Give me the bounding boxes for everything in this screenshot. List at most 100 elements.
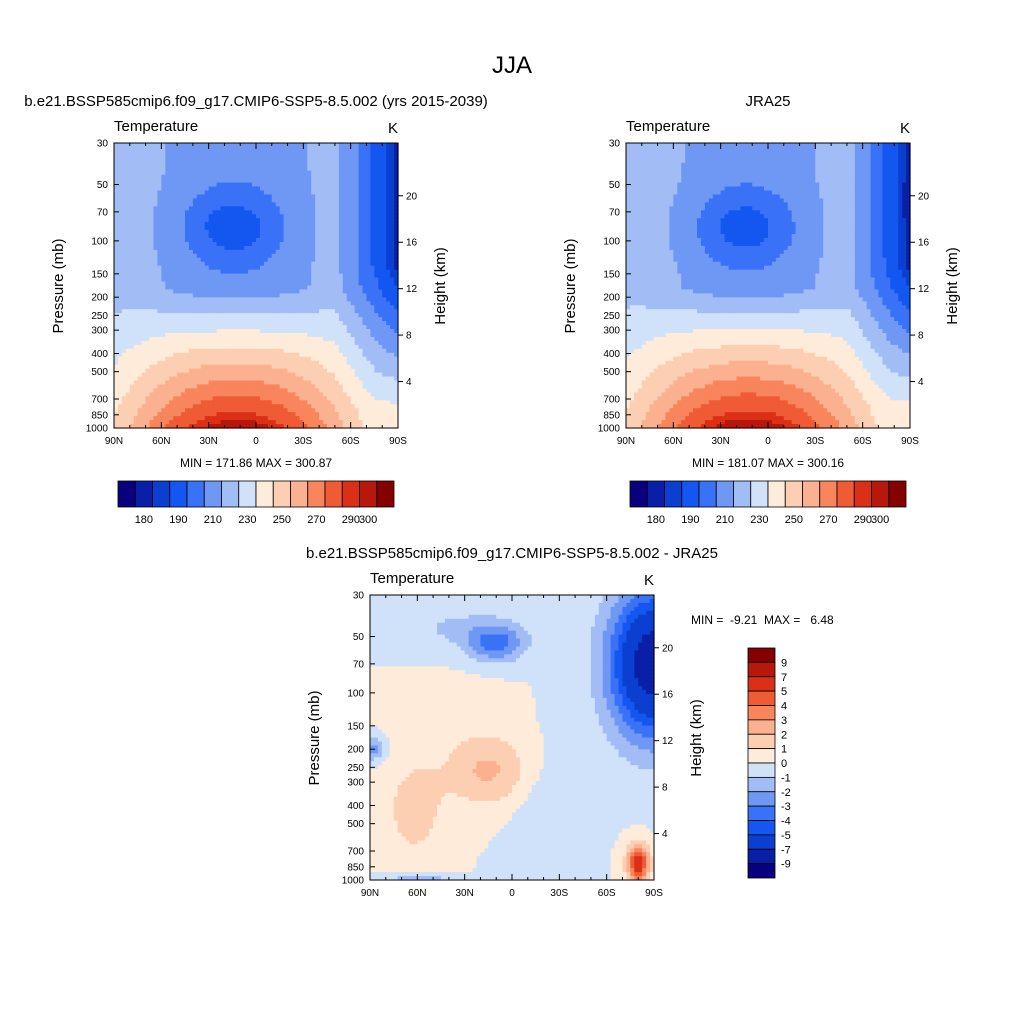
field-cell [208, 329, 214, 334]
field-cell [129, 412, 135, 417]
field-cell [362, 348, 368, 354]
field-cell [263, 269, 269, 275]
field-cell [212, 317, 218, 322]
field-cell [366, 154, 371, 160]
field-cell [216, 234, 222, 239]
field-cell [248, 293, 253, 298]
field-cell [114, 360, 119, 366]
field-cell [232, 190, 237, 196]
field-cell [192, 301, 198, 306]
field-cell [248, 325, 253, 330]
field-cell [185, 344, 190, 350]
field-cell [394, 230, 399, 235]
field-cell [149, 146, 155, 152]
field-cell [342, 392, 348, 397]
field-cell [196, 214, 202, 219]
field-cell [145, 364, 151, 370]
field-cell [244, 249, 249, 255]
field-cell [291, 333, 297, 338]
field-cell [157, 194, 162, 200]
field-cell [287, 356, 293, 362]
field-cell [299, 352, 304, 358]
field-cell [279, 285, 285, 291]
field-cell [287, 194, 293, 200]
field-cell [240, 269, 245, 275]
field-cell [291, 368, 297, 374]
field-cell [192, 269, 198, 275]
field-cell [133, 356, 139, 362]
field-cell [374, 265, 379, 271]
field-cell [279, 249, 285, 255]
field-cell [394, 245, 399, 251]
field-cell [256, 348, 261, 354]
field-cell [330, 289, 336, 295]
field-cell [141, 166, 147, 172]
field-cell [137, 210, 143, 215]
field-cell [342, 333, 348, 338]
field-cell [267, 194, 273, 200]
field-cell [386, 170, 391, 176]
field-cell [157, 273, 162, 279]
field-cell [386, 364, 391, 370]
field-cell [121, 186, 127, 192]
field-cell [315, 210, 320, 215]
field-cell [287, 285, 293, 291]
field-cell [358, 222, 364, 227]
field-cell [169, 360, 174, 366]
field-cell [114, 154, 119, 160]
field-cell [192, 273, 198, 279]
field-cell [236, 372, 241, 378]
field-cell [177, 269, 182, 275]
field-cell [327, 226, 332, 231]
field-cell [185, 269, 190, 275]
field-cell [165, 158, 170, 164]
field-cell [354, 356, 360, 362]
field-cell [303, 190, 308, 196]
field-cell [366, 325, 371, 330]
field-cell [224, 214, 229, 219]
field-cell [275, 293, 281, 298]
field-cell [196, 352, 202, 358]
field-cell [390, 174, 395, 180]
field-cell [153, 309, 158, 314]
field-cell [240, 238, 245, 243]
field-cell [208, 241, 214, 247]
field-cell [291, 198, 297, 203]
field-cell [149, 344, 155, 350]
field-cell [374, 293, 379, 298]
field-cell [374, 222, 379, 227]
field-cell [307, 190, 312, 196]
field-cell [192, 277, 198, 283]
field-cell [208, 158, 214, 164]
field-cell [311, 297, 316, 302]
field-cell [165, 404, 170, 409]
field-cell [323, 368, 328, 374]
field-cell [125, 230, 131, 235]
field-cell [358, 166, 364, 172]
field-cell [366, 182, 371, 188]
field-cell [346, 146, 352, 152]
field-cell [204, 281, 210, 287]
field-cell [382, 178, 387, 184]
field-cell [366, 364, 371, 370]
field-cell [252, 146, 257, 152]
field-cell [169, 206, 174, 211]
field-cell [311, 281, 316, 287]
field-cell [121, 368, 127, 374]
field-cell [141, 230, 147, 235]
field-cell [303, 321, 308, 326]
field-cell [299, 344, 304, 350]
field-cell [232, 400, 237, 405]
field-cell [244, 245, 249, 251]
field-cell [200, 150, 206, 156]
field-cell [283, 253, 289, 259]
field-cell [220, 143, 226, 148]
field-cell [220, 166, 226, 172]
field-cell [295, 226, 300, 231]
field-cell [374, 412, 379, 417]
field-cell [114, 186, 119, 192]
field-cell [354, 309, 360, 314]
field-cell [224, 293, 229, 298]
field-cell [208, 364, 214, 370]
field-cell [386, 340, 391, 346]
